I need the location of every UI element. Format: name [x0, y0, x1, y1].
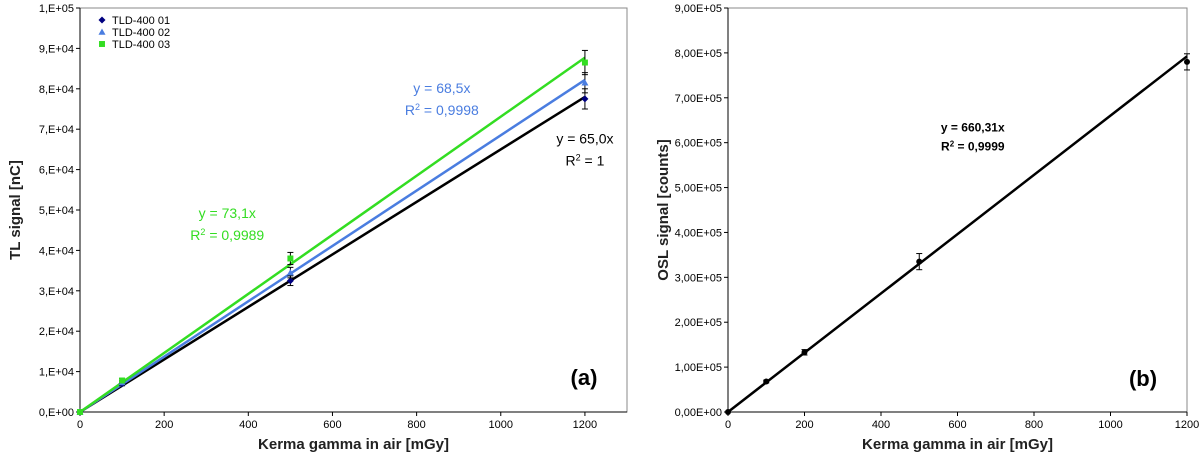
panel-0-legend-marker-1: [98, 28, 106, 35]
panel-0-data-point-2: [287, 255, 294, 262]
panel-1-x-tick-label: 1200: [1175, 419, 1199, 431]
panel-1-fit-line-0: [727, 55, 1188, 413]
panel-1-r-squared-label-0: R2 = 0,9999: [941, 139, 1005, 154]
panel-1-x-axis-title: Kerma gamma in air [mGy]: [862, 436, 1053, 453]
panel-0-y-tick-label: 1,E+05: [39, 3, 74, 15]
panel-1-y-tick-label: 8,00E+05: [675, 48, 722, 60]
panel-1-panel-label: (b): [1129, 366, 1157, 391]
panel-1-data-point-0: [725, 409, 731, 415]
chart-panel-b: 0 200 400 600 800 1000 1200 0,00E+00 1,00E+05 2,0…: [655, 3, 1199, 453]
panel-0-data-point-1: [581, 79, 589, 86]
panel-0-y-tick-label: 3,E+04: [39, 286, 74, 298]
panel-0-legend-label-1: TLD-400 02: [112, 27, 170, 39]
panel-1-x-tick-label: 1000: [1098, 419, 1122, 431]
panel-0-x-tick-label: 200: [155, 419, 173, 431]
panel-1-y-tick-label: 9,00E+05: [675, 3, 722, 15]
panel-0-x-tick-label: 400: [239, 419, 257, 431]
panel-1-y-tick-label: 7,00E+05: [675, 93, 722, 105]
panel-0-data-point-0: [286, 277, 294, 285]
panel-0-legend-label-0: TLD-400 01: [112, 15, 170, 27]
panel-0-data-point-2: [581, 59, 588, 66]
panel-1-data-point-0: [763, 378, 770, 385]
panel-1-y-axis-title: OSL signal [counts]: [655, 139, 672, 280]
panel-0-r-squared-label-0: R2 = 0,9989: [190, 227, 264, 243]
panel-0-equation-label-0: y = 73,1x: [199, 205, 256, 221]
panel-0-y-tick-label: 7,E+04: [39, 124, 74, 136]
panel-0-y-tick-label: 5,E+04: [39, 205, 74, 217]
panel-0-x-tick-label: 800: [407, 419, 425, 431]
panel-0-plot-frame: [79, 7, 628, 413]
panel-0-equation-label-2: y = 65,0x: [556, 130, 613, 146]
panel-1-y-tick-label: 5,00E+05: [675, 183, 722, 195]
panel-0-data-point-2: [119, 377, 126, 384]
panel-0-data-point-0: [581, 95, 589, 103]
panel-1-y-tick-label: 4,00E+05: [675, 227, 722, 239]
panel-1-data-point-0: [801, 349, 808, 356]
panel-1-x-tick-label: 800: [1025, 419, 1043, 431]
panel-1-y-tick-label: 0,00E+00: [675, 407, 722, 419]
panel-0-x-tick-label: 1200: [573, 419, 597, 431]
panel-1-equation-label-0: y = 660,31x: [941, 120, 1005, 134]
panel-0-y-tick-label: 2,E+04: [39, 326, 74, 338]
panel-0-y-tick-label: 9,E+04: [39, 43, 74, 55]
panel-1-data-point-0: [916, 258, 923, 265]
panel-0-legend-marker-2: [99, 41, 105, 47]
panel-0-x-tick-label: 600: [323, 419, 341, 431]
panel-0-y-tick-label: 1,E+04: [39, 367, 74, 379]
panel-0-fit-line-1: [79, 78, 586, 414]
panel-0-legend-marker-0: [98, 16, 106, 24]
panel-0-r-squared-label-2: R2 = 1: [565, 152, 604, 168]
panel-1-y-tick-label: 3,00E+05: [675, 272, 722, 284]
panel-0-y-axis-title: TL signal [nC]: [7, 160, 24, 260]
panel-1-y-tick-label: 6,00E+05: [675, 138, 722, 150]
panel-0-y-tick-label: 6,E+04: [39, 165, 74, 177]
panel-0-data-point-2: [77, 409, 83, 415]
panel-1-x-tick-label: 200: [795, 419, 813, 431]
panel-1-x-tick-label: 400: [872, 419, 890, 431]
panel-0-data-point-1: [286, 269, 294, 276]
panel-1-y-tick-label: 2,00E+05: [675, 317, 722, 329]
panel-0-x-tick-label: 0: [77, 419, 83, 431]
panel-0-equation-label-1: y = 68,5x: [413, 80, 470, 96]
chart-panel-a: 0 200 400 600 800 1000 1200 0,E+00 1,E+04 2,E+04 3…: [7, 3, 628, 453]
panel-1-y-tick-label: 1,00E+05: [675, 362, 722, 374]
panel-1-x-tick-label: 600: [948, 419, 966, 431]
panel-1-x-tick-label: 0: [725, 419, 731, 431]
panel-1-data-point-0: [1184, 58, 1190, 65]
panel-0-legend-label-2: TLD-400 03: [112, 39, 170, 51]
panel-0-y-tick-label: 0,E+00: [39, 407, 74, 419]
panel-0-fit-line-0: [79, 95, 586, 414]
panel-0-y-tick-label: 8,E+04: [39, 84, 74, 96]
panel-1-plot-frame: [727, 7, 1188, 413]
panel-0-fit-line-2: [79, 56, 586, 414]
panel-0-x-tick-label: 1000: [489, 419, 513, 431]
panel-0-x-axis-title: Kerma gamma in air [mGy]: [258, 436, 449, 453]
panel-0-y-tick-label: 4,E+04: [39, 245, 74, 257]
panel-0-panel-label: (a): [571, 365, 598, 390]
panel-0-r-squared-label-1: R2 = 0,9998: [405, 102, 479, 118]
